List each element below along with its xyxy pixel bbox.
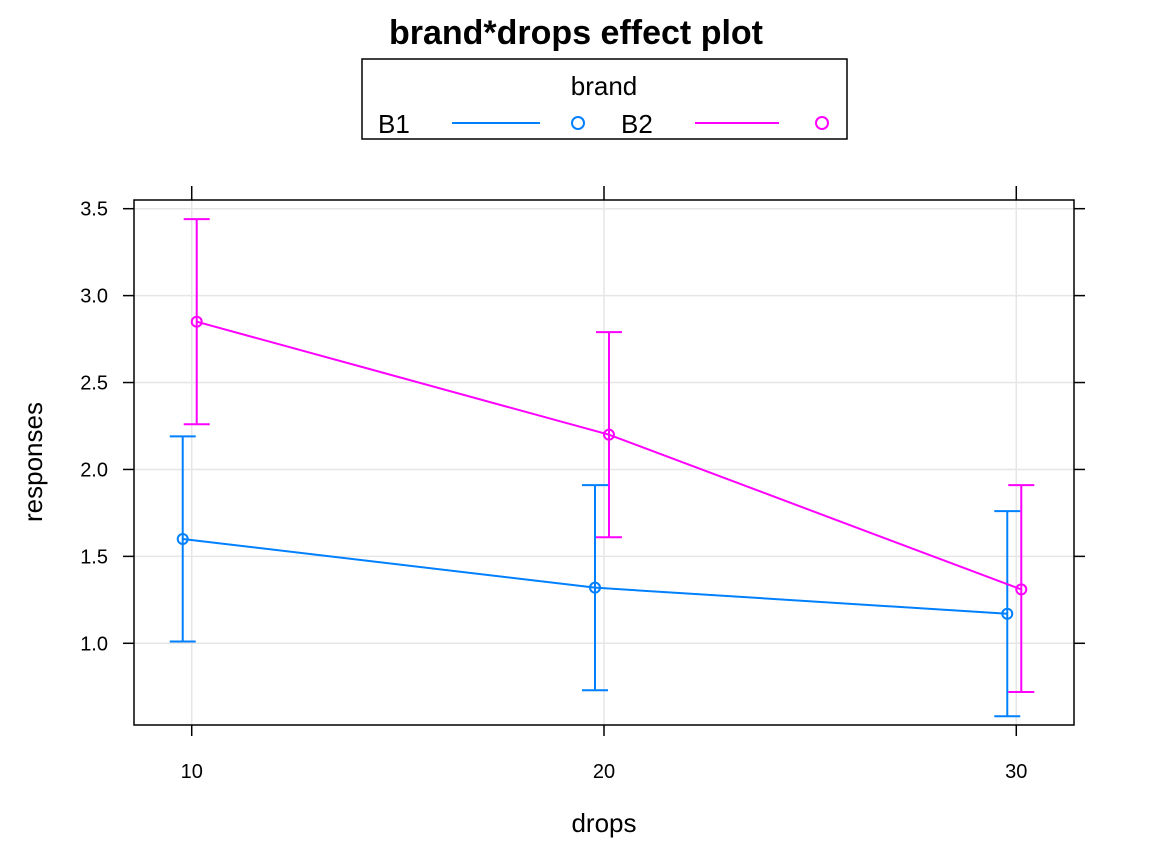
error-bar [994,510,1021,718]
legend-label: B2 [621,109,653,139]
data-point [603,428,615,441]
x-axis-label: drops [571,808,636,838]
legend-entry-B1: B1 [378,109,585,139]
series-B2 [183,218,1035,693]
y-tick-label: 2.5 [80,373,108,395]
legend-entry-B2: B2 [621,109,829,139]
x-tick-label: 10 [181,761,203,783]
legend-title: brand [571,71,638,101]
x-tick-label: 20 [593,761,615,783]
y-tick-label: 3.5 [80,199,108,221]
y-axis-label: responses [18,402,48,522]
legend-box [361,58,848,140]
y-tick-label: 1.0 [80,633,108,655]
data-point [589,581,601,594]
legend-label: B1 [378,109,410,139]
error-bar [582,484,608,692]
legend-marker [571,116,585,130]
data-point [176,532,189,545]
error-bar [169,435,196,643]
error-bar [1008,484,1035,693]
legend: brand B1 B2 [361,58,848,140]
x-tick-label: 30 [1005,761,1027,783]
data-point [190,315,203,328]
y-tick-label: 1.5 [80,546,108,568]
y-tick-label: 2.0 [80,459,108,481]
data-point [1015,583,1028,596]
error-bar [183,218,210,426]
data-point [1001,607,1014,620]
error-bar [596,331,622,539]
legend-marker [815,116,829,130]
chart-title: brand*drops effect plot [389,14,763,52]
series-B1 [169,435,1021,718]
y-tick-label: 3.0 [80,286,108,308]
